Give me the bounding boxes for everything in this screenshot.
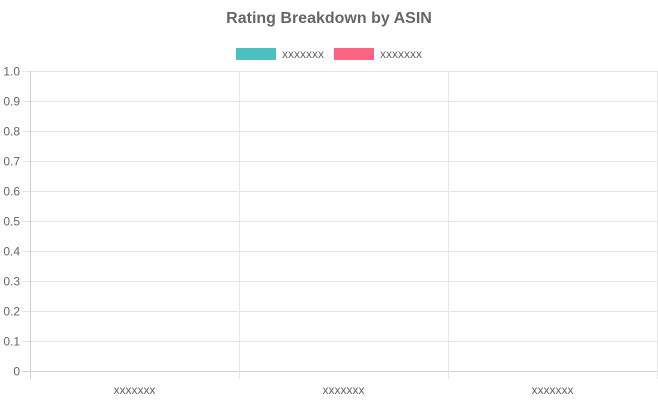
legend-item-series-2[interactable]: xxxxxxx xyxy=(334,47,422,61)
chart-legend: xxxxxxx xxxxxxx xyxy=(0,47,658,61)
y-tick-label: 1.0 xyxy=(3,65,20,79)
legend-label-series-2: xxxxxxx xyxy=(380,47,422,61)
y-tick-label: 0.8 xyxy=(3,125,20,139)
x-tick-label: xxxxxxx xyxy=(114,383,156,397)
x-tick-label: xxxxxxx xyxy=(323,383,365,397)
y-tick-label: 0.6 xyxy=(3,185,20,199)
chart-title: Rating Breakdown by ASIN xyxy=(226,10,432,27)
legend-label-series-1: xxxxxxx xyxy=(282,47,324,61)
y-tick-label: 0.5 xyxy=(3,215,20,229)
y-tick-label: 0.9 xyxy=(3,95,20,109)
y-tick-label: 0.2 xyxy=(3,305,20,319)
legend-item-series-1[interactable]: xxxxxxx xyxy=(236,47,324,61)
y-tick-label: 0 xyxy=(13,365,20,379)
x-tick-label: xxxxxxx xyxy=(532,383,574,397)
y-tick-label: 0.3 xyxy=(3,275,20,289)
legend-swatch-series-1 xyxy=(236,48,276,60)
y-tick-label: 0.1 xyxy=(3,335,20,349)
y-tick-label: 0.7 xyxy=(3,155,20,169)
y-tick-label: 0.4 xyxy=(3,245,20,259)
legend-swatch-series-2 xyxy=(334,48,374,60)
